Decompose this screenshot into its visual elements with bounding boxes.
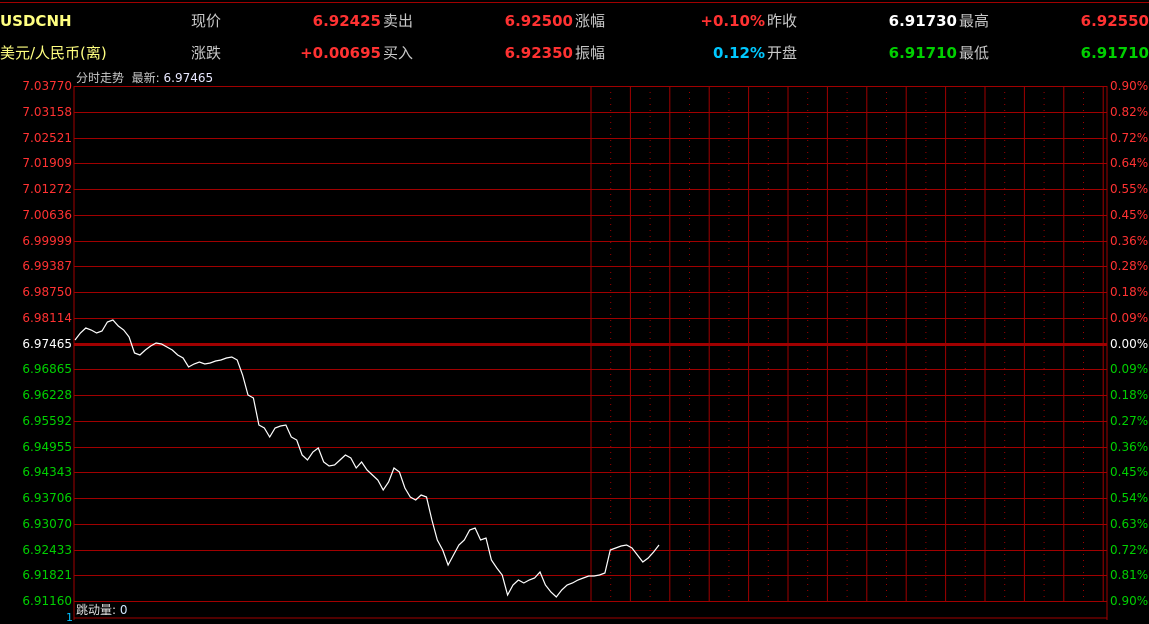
price-axis-label: 6.91821 [22, 567, 72, 582]
percent-axis-label: 0.09% [1110, 310, 1149, 325]
chart-title: 分时走势 最新: 6.97465 [76, 69, 213, 86]
latest-label: 最新: [131, 71, 160, 85]
percent-axis-label: 0.36% [1110, 233, 1149, 248]
percent-axis-label: 0.54% [1110, 490, 1149, 505]
quote-value: 6.92425 [312, 12, 381, 30]
latest-value: 6.97465 [163, 71, 214, 85]
percent-axis-label: 0.00% [1110, 336, 1149, 351]
price-axis-label: 6.98114 [22, 310, 72, 325]
quote-label: 振幅 [575, 44, 606, 62]
price-axis-label: 6.95592 [22, 413, 72, 428]
quote-label: 开盘 [767, 44, 798, 62]
price-axis-label: 7.01909 [22, 155, 72, 170]
percent-axis-label: 0.90% [1110, 593, 1149, 608]
quote-value: +0.00695 [300, 44, 381, 62]
quote-label: 涨幅 [575, 12, 606, 30]
percent-axis-label: 0.28% [1110, 258, 1149, 273]
percent-axis-label: 0.90% [1110, 78, 1149, 93]
percent-axis-label: 0.18% [1110, 284, 1149, 299]
price-axis-label: 6.96865 [22, 361, 72, 376]
price-axis-label: 7.03770 [22, 78, 72, 93]
quote-value: +0.10% [700, 12, 765, 30]
price-axis-label: 6.98750 [22, 284, 72, 299]
price-axis-label: 7.01272 [22, 181, 72, 196]
price-axis-label: 6.93070 [22, 516, 72, 531]
quote-value: 6.91730 [888, 12, 957, 30]
percent-axis-label: 0.27% [1110, 413, 1149, 428]
price-axis-label: 6.94343 [22, 464, 72, 479]
percent-axis-label: 0.09% [1110, 361, 1149, 376]
quote-value: 6.91710 [1080, 44, 1149, 62]
quote-label: 卖出 [383, 12, 414, 30]
percent-axis-label: 0.55% [1110, 181, 1149, 196]
percent-axis-label: 0.72% [1110, 130, 1149, 145]
quote-value: 6.92500 [504, 12, 573, 30]
quote-label: 最低 [959, 44, 990, 62]
percent-axis-label: 0.81% [1110, 567, 1149, 582]
price-axis-label: 6.94955 [22, 439, 72, 454]
price-axis-label: 6.92433 [22, 542, 72, 557]
symbol-name: 美元/人民币(离) [0, 44, 107, 62]
quote-label: 昨收 [767, 12, 798, 30]
symbol-code: USDCNH [0, 12, 72, 30]
quote-value: 6.92350 [504, 44, 573, 62]
price-axis-label: 6.97465 [22, 336, 72, 351]
chart-title-text: 分时走势 [76, 71, 125, 85]
price-axis-label: 6.99999 [22, 233, 72, 248]
tick-volume: 跳动量: 0 [76, 601, 128, 618]
percent-axis-label: 0.72% [1110, 542, 1149, 557]
price-axis-label: 6.93706 [22, 490, 72, 505]
percent-axis-label: 0.82% [1110, 104, 1149, 119]
quote-value: 0.12% [712, 44, 765, 62]
percent-axis-label: 0.18% [1110, 387, 1149, 402]
percent-axis-label: 0.36% [1110, 439, 1149, 454]
percent-axis-label: 0.63% [1110, 516, 1149, 531]
price-axis-label: 6.96228 [22, 387, 72, 402]
quote-label: 涨跌 [191, 44, 222, 62]
price-axis-label: 7.00636 [22, 207, 72, 222]
price-axis-label: 6.99387 [22, 258, 72, 273]
tick-volume-value: 0 [119, 603, 128, 617]
quote-value: 6.92550 [1080, 12, 1149, 30]
price-axis-label: 7.02521 [22, 130, 72, 145]
percent-axis-label: 0.45% [1110, 207, 1149, 222]
tick-volume-label: 跳动量: [76, 603, 117, 617]
quote-label: 现价 [191, 12, 222, 30]
price-axis-label: 7.03158 [22, 104, 72, 119]
volume-axis-label: 1 [66, 611, 73, 624]
percent-axis-label: 0.45% [1110, 464, 1149, 479]
quote-label: 买入 [383, 44, 414, 62]
header-border [0, 2, 1149, 3]
quote-label: 最高 [959, 12, 990, 30]
percent-axis-label: 0.64% [1110, 155, 1149, 170]
price-line [74, 319, 660, 598]
price-axis-label: 6.91160 [22, 593, 72, 608]
quote-value: 6.91710 [888, 44, 957, 62]
